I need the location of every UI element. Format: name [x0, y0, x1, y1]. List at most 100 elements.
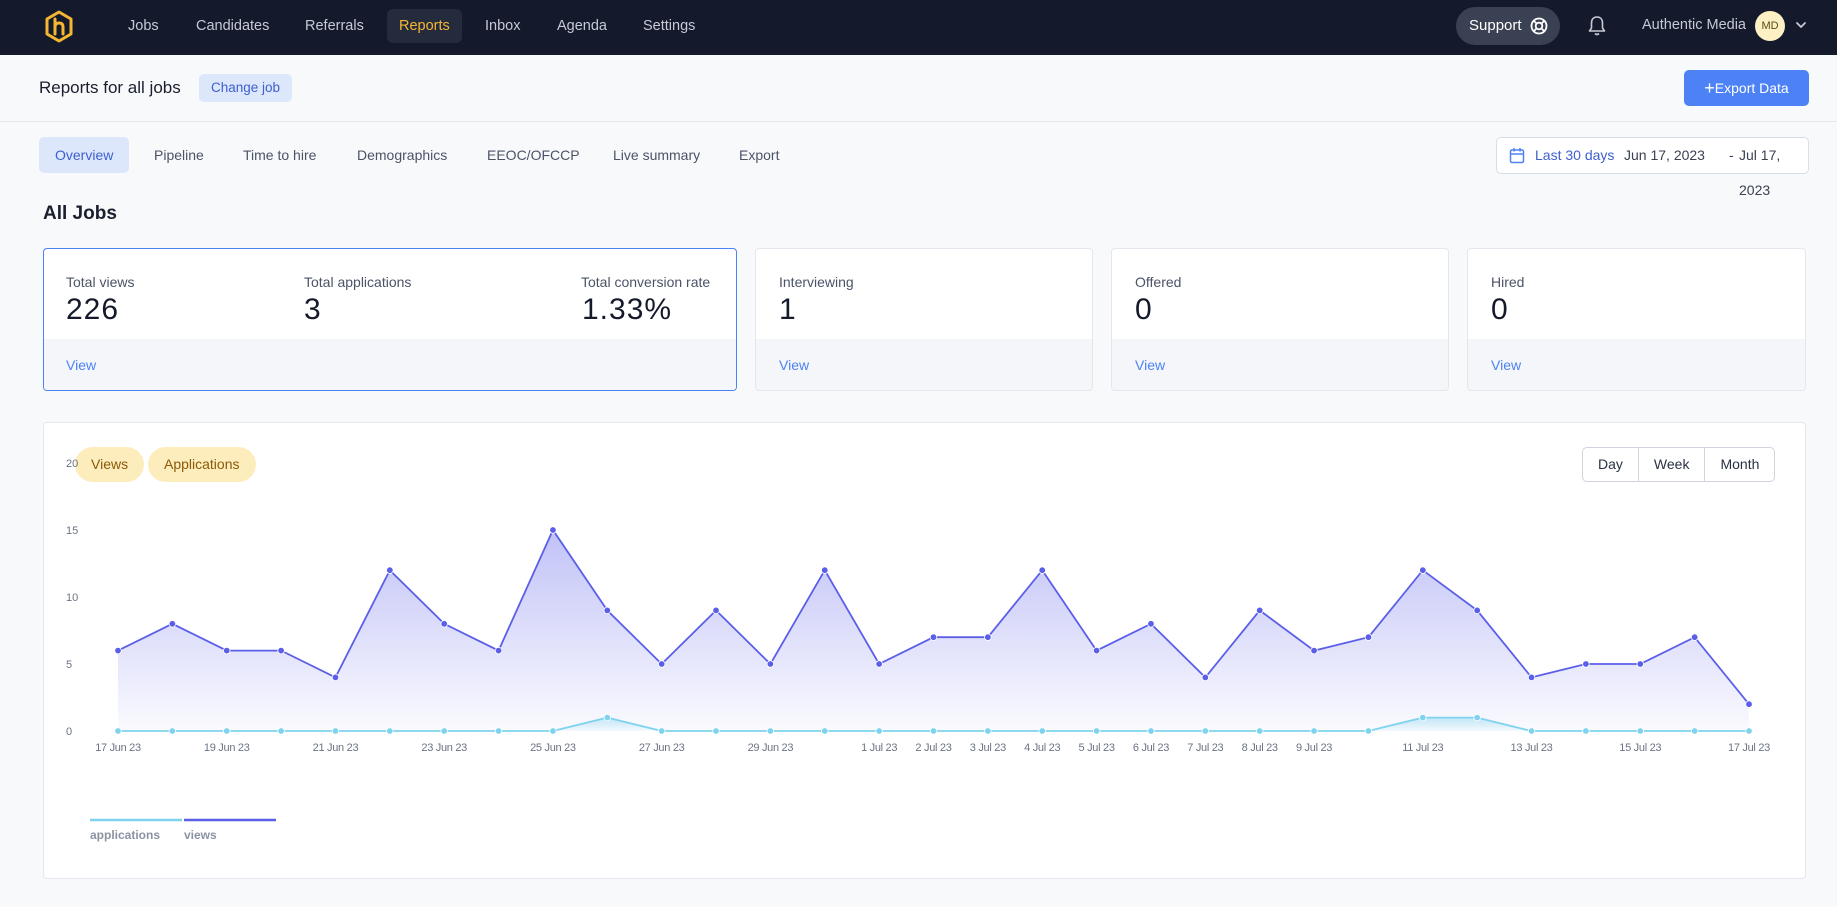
export-data-label: Export Data [1714, 80, 1789, 96]
applications-point [603, 713, 611, 722]
applications-point [223, 727, 231, 735]
views-point [277, 646, 285, 655]
views-toggle[interactable]: Views [75, 447, 145, 482]
card-interviewing[interactable]: Interviewing 1 View [755, 248, 1093, 391]
applications-point [494, 727, 503, 735]
views-point [1636, 660, 1644, 668]
applications-point [386, 727, 394, 735]
views-point [1092, 646, 1101, 655]
x-tick-label: 9 Jul 23 [1296, 742, 1332, 754]
view-link[interactable]: View [779, 357, 810, 373]
plus-icon: + [1704, 78, 1715, 98]
x-tick-label: 19 Jun 23 [204, 742, 250, 754]
tab-live-summary[interactable]: Live summary [613, 147, 701, 163]
total-views-value: 226 [66, 293, 120, 326]
x-tick-label: 1 Jul 23 [861, 742, 897, 754]
views-point [929, 633, 938, 641]
x-tick-label: 6 Jul 23 [1133, 742, 1169, 754]
view-link[interactable]: View [1491, 357, 1522, 373]
applications-legend-label: applications [90, 828, 160, 842]
tab-export[interactable]: Export [739, 147, 780, 163]
views-point [712, 606, 720, 615]
nav-agenda[interactable]: Agenda [557, 18, 607, 34]
x-tick-label: 27 Jun 23 [639, 742, 685, 754]
views-point [1473, 606, 1481, 615]
views-point [657, 660, 666, 668]
y-tick-label: 5 [66, 659, 72, 671]
day-button[interactable]: Day [1583, 448, 1639, 481]
interviewing-value: 1 [779, 293, 797, 326]
views-point [603, 606, 611, 615]
week-button[interactable]: Week [1639, 448, 1706, 481]
logo-icon[interactable] [44, 10, 74, 43]
tab-eeoc-ofccp[interactable]: EEOC/OFCCP [487, 147, 580, 163]
applications-point [549, 727, 557, 735]
card-views-applications[interactable]: Total views 226 Total applications 3 Tot… [43, 248, 737, 391]
avatar[interactable]: MD [1755, 11, 1785, 41]
nav-reports[interactable]: Reports [387, 9, 462, 43]
view-link[interactable]: View [66, 357, 97, 373]
applications-point [114, 727, 122, 735]
applications-point [277, 727, 285, 735]
page-title: Reports for all jobs [39, 78, 181, 97]
tab-time-to-hire[interactable]: Time to hire [243, 147, 317, 163]
card-footer [1112, 339, 1448, 390]
tab-pipeline[interactable]: Pipeline [154, 147, 204, 163]
top-navbar: Jobs Candidates Referrals Reports Inbox … [0, 0, 1837, 55]
applications-toggle[interactable]: Applications [148, 447, 256, 482]
applications-point [1745, 727, 1753, 735]
support-button[interactable]: Support [1456, 7, 1560, 45]
date-range-picker[interactable]: Last 30 days Jun 17, 2023 - Jul 17, 2023 [1496, 137, 1809, 198]
views-point [1147, 620, 1155, 628]
tab-demographics[interactable]: Demographics [357, 147, 448, 163]
x-tick-label: 17 Jun 23 [95, 742, 141, 754]
applications-point [1419, 713, 1427, 722]
y-tick-label: 0 [66, 726, 72, 738]
x-tick-label: 23 Jun 23 [421, 742, 467, 754]
x-tick-label: 4 Jul 23 [1024, 742, 1060, 754]
view-link[interactable]: View [1135, 357, 1166, 373]
views-point [440, 620, 448, 628]
views-point [875, 660, 883, 668]
x-tick-label: 17 Jul 23 [1728, 742, 1770, 754]
nav-jobs[interactable]: Jobs [128, 18, 159, 34]
card-offered[interactable]: Offered 0 View [1111, 248, 1449, 391]
x-tick-label: 25 Jun 23 [530, 742, 576, 754]
views-point [1364, 633, 1373, 641]
applications-point [1636, 727, 1644, 735]
card-hired[interactable]: Hired 0 View [1467, 248, 1806, 391]
tab-overview[interactable]: Overview [39, 137, 130, 173]
hired-label: Hired [1491, 274, 1525, 290]
applications-point [168, 727, 177, 735]
views-point [821, 566, 829, 574]
change-job-button[interactable]: Change job [199, 74, 293, 102]
bell-icon[interactable] [1587, 15, 1607, 37]
card-footer [1468, 339, 1805, 390]
x-tick-label: 11 Jul 23 [1402, 742, 1443, 754]
views-point [1310, 646, 1318, 655]
views-point [984, 633, 992, 641]
chevron-down-icon[interactable] [1795, 19, 1807, 31]
nav-inbox[interactable]: Inbox [485, 18, 521, 34]
x-tick-label: 8 Jul 23 [1242, 742, 1278, 754]
nav-settings[interactable]: Settings [643, 18, 696, 34]
views-point [114, 646, 122, 655]
date-range-separator: - [1729, 147, 1734, 163]
date-range-start: Jun 17, 2023 [1624, 147, 1705, 163]
month-button[interactable]: Month [1720, 456, 1760, 472]
nav-referrals[interactable]: Referrals [305, 18, 364, 34]
section-title: All Jobs [43, 203, 117, 224]
applications-point [1255, 727, 1264, 735]
nav-candidates[interactable]: Candidates [196, 18, 270, 34]
views-point [1419, 566, 1427, 574]
applications-point [1092, 727, 1101, 735]
company-name[interactable]: Authentic Media [1642, 17, 1746, 33]
y-tick-label: 15 [66, 525, 78, 537]
views-area [118, 530, 1749, 731]
views-legend-label: views [184, 828, 217, 842]
x-tick-label: 5 Jul 23 [1079, 742, 1115, 754]
export-data-button[interactable]: +Export Data [1684, 70, 1809, 106]
applications-point [1690, 727, 1699, 735]
conversion-rate-label: Total conversion rate [581, 274, 711, 290]
applications-point [1527, 727, 1536, 735]
